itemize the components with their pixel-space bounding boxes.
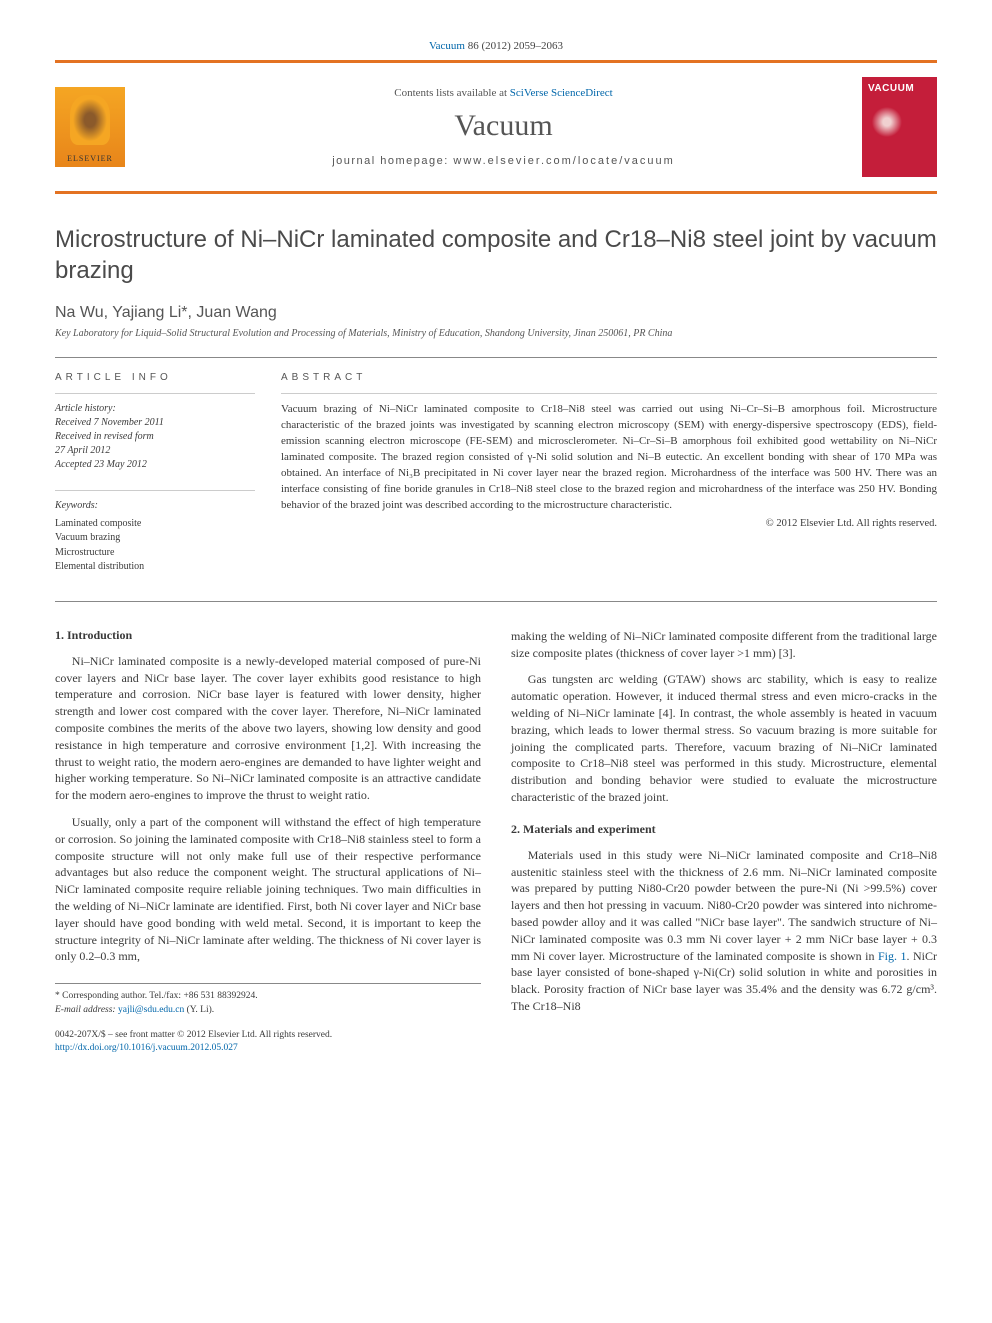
homepage-label: journal homepage: [332,155,453,167]
contents-prefix: Contents lists available at [394,87,509,99]
homepage-url[interactable]: www.elsevier.com/locate/vacuum [453,155,674,167]
header-center: Contents lists available at SciVerse Sci… [145,87,862,167]
history-accepted: Accepted 23 May 2012 [55,458,255,472]
keyword-item: Elemental distribution [55,560,255,575]
author-list: Na Wu, Yajiang Li*, Juan Wang [55,304,937,322]
keyword-item: Laminated composite [55,517,255,532]
history-label: Article history: [55,402,255,416]
contents-available-line: Contents lists available at SciVerse Sci… [145,87,862,99]
paragraph: making the welding of Ni–NiCr laminated … [511,628,937,662]
issn-line: 0042-207X/$ – see front matter © 2012 El… [55,1029,481,1042]
materials-text-a: Materials used in this study were Ni–NiC… [511,848,937,963]
body-columns: 1. Introduction Ni–NiCr laminated compos… [55,601,937,1056]
elsevier-logo: ELSEVIER [55,87,125,167]
section-heading-materials: 2. Materials and experiment [511,822,937,837]
affiliation: Key Laboratory for Liquid–Solid Structur… [55,328,937,339]
corresponding-author-block: Corresponding author. Tel./fax: +86 531 … [55,990,481,1017]
homepage-line: journal homepage: www.elsevier.com/locat… [145,155,862,167]
journal-cover-thumbnail: VACUUM [862,77,937,177]
elsevier-logo-label: ELSEVIER [67,154,113,163]
abstract-heading: ABSTRACT [281,372,937,383]
right-column: making the welding of Ni–NiCr laminated … [511,628,937,1056]
keywords-block: Keywords: Laminated composite Vacuum bra… [55,490,255,575]
keywords-label: Keywords: [55,499,255,514]
section-heading-intro: 1. Introduction [55,628,481,643]
article-info-left: ARTICLE INFO Article history: Received 7… [55,372,255,575]
paragraph: Usually, only a part of the component wi… [55,814,481,965]
email-link[interactable]: yajli@sdu.edu.cn [118,1005,184,1015]
journal-ref-link[interactable]: Vacuum [429,40,465,52]
paragraph: Gas tungsten arc welding (GTAW) shows ar… [511,671,937,805]
journal-title: Vacuum [145,109,862,143]
article-history: Article history: Received 7 November 201… [55,393,255,472]
left-column: 1. Introduction Ni–NiCr laminated compos… [55,628,481,1056]
cover-title: VACUUM [868,83,931,94]
page-container: Vacuum 86 (2012) 2059–2063 ELSEVIER Cont… [0,0,992,1095]
figure-1-link[interactable]: Fig. 1 [878,949,907,963]
journal-ref-suffix: 86 (2012) 2059–2063 [468,40,563,52]
email-suffix: (Y. Li). [184,1005,214,1015]
page-footer: Corresponding author. Tel./fax: +86 531 … [55,983,481,1055]
history-revised-date: 27 April 2012 [55,444,255,458]
abstract-text: Vacuum brazing of Ni–NiCr laminated comp… [281,393,937,514]
journal-header: ELSEVIER Contents lists available at Sci… [55,60,937,194]
sciencedirect-link[interactable]: SciVerse ScienceDirect [510,87,613,99]
history-revised: Received in revised form [55,430,255,444]
paragraph: Ni–NiCr laminated composite is a newly-d… [55,653,481,804]
doi-link[interactable]: http://dx.doi.org/10.1016/j.vacuum.2012.… [55,1043,238,1053]
abstract-column: ABSTRACT Vacuum brazing of Ni–NiCr lamin… [281,372,937,575]
article-info-heading: ARTICLE INFO [55,372,255,383]
history-received: Received 7 November 2011 [55,416,255,430]
email-label: E-mail address: [55,1005,116,1015]
keyword-item: Microstructure [55,546,255,561]
copyright-line: © 2012 Elsevier Ltd. All rights reserved… [281,518,937,529]
article-title: Microstructure of Ni–NiCr laminated comp… [55,224,937,286]
keyword-item: Vacuum brazing [55,531,255,546]
email-line: E-mail address: yajli@sdu.edu.cn (Y. Li)… [55,1004,481,1017]
corresponding-author: Corresponding author. Tel./fax: +86 531 … [55,990,481,1003]
journal-reference: Vacuum 86 (2012) 2059–2063 [55,40,937,52]
article-info-row: ARTICLE INFO Article history: Received 7… [55,357,937,575]
paragraph: Materials used in this study were Ni–NiC… [511,847,937,1015]
